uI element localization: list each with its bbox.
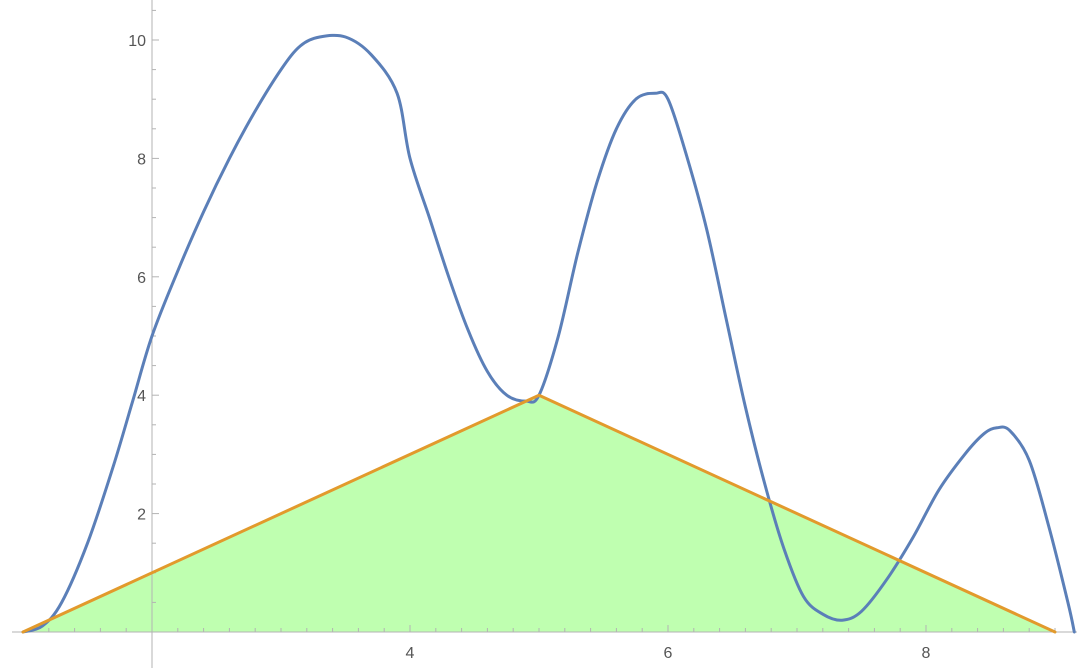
x-tick-label: 6 [664,645,673,662]
fill-area [23,395,1055,632]
y-tick-label: 2 [137,507,146,524]
tick-labels: 4 6 8 2 4 6 8 10 [128,33,930,662]
fill-layer [23,395,1055,632]
y-tick-label: 8 [137,151,146,168]
y-tick-label: 4 [137,388,146,405]
series-layer [21,33,1076,634]
series-line-orange [21,393,1057,634]
y-tick-label: 6 [137,270,146,287]
y-tick-label: 10 [128,33,146,50]
series-line-blue [21,33,1076,634]
axes [12,0,1077,668]
x-tick-label: 4 [406,645,415,662]
x-tick-label: 8 [922,645,931,662]
